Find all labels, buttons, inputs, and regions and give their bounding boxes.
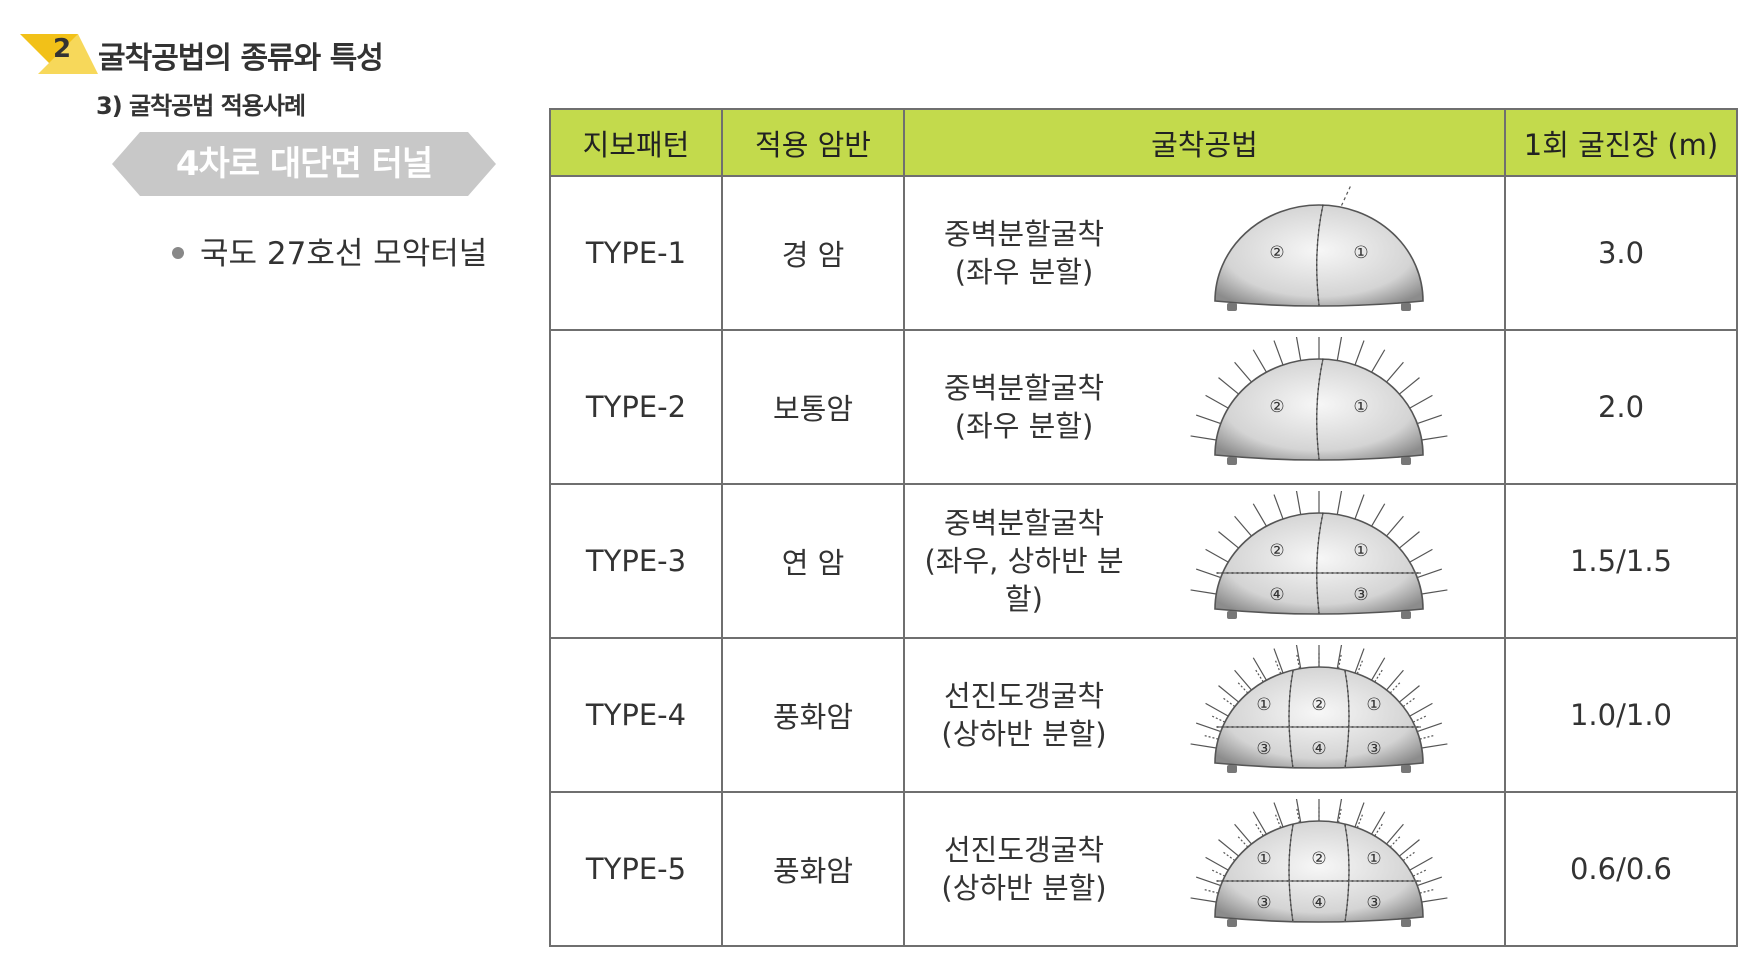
- method-text: 선진도갱굴착 (상하반 분할): [913, 639, 1135, 791]
- table-row: TYPE-2 보통암 중벽분할굴착 (좌우 분할) ② ① 2.0: [549, 329, 1738, 485]
- method-name: 중벽분할굴착: [943, 371, 1105, 405]
- advance-length-cell: 3.0: [1504, 175, 1738, 331]
- svg-text:③: ③: [1366, 739, 1381, 759]
- svg-text:②: ②: [1269, 243, 1284, 263]
- method-division: (좌우 분할): [954, 255, 1094, 289]
- svg-text:①: ①: [1353, 243, 1368, 263]
- rock-type-cell: 보통암: [721, 329, 905, 485]
- svg-text:①: ①: [1366, 849, 1381, 869]
- method-name: 중벽분할굴착: [943, 506, 1105, 540]
- excavation-method-cell: 중벽분할굴착 (좌우, 상하반 분할) ② ① ④ ③: [903, 483, 1506, 639]
- svg-text:①: ①: [1256, 849, 1271, 869]
- banner-arrow-shape: [112, 132, 496, 196]
- rock-type-cell: 경 암: [721, 175, 905, 331]
- tunnel-banner: 4차로 대단면 터널: [112, 132, 496, 196]
- support-pattern-cell: TYPE-3: [549, 483, 723, 639]
- method-text: 중벽분할굴착 (좌우 분할): [913, 331, 1135, 483]
- bullet-text: 국도 27호선 모악터널: [200, 236, 488, 272]
- advance-length-cell: 1.0/1.0: [1504, 637, 1738, 793]
- support-pattern-cell: TYPE-5: [549, 791, 723, 947]
- tunnel-section-diagram: ② ① ④ ③: [1190, 491, 1448, 619]
- excavation-method-table-wrapper: 지보패턴 적용 암반 굴착공법 1회 굴진장 (m) TYPE-1 경 암 중벽분할…: [549, 108, 1738, 947]
- banner-label: 4차로 대단면 터널: [175, 144, 433, 184]
- method-text: 중벽분할굴착 (좌우, 상하반 분할): [913, 485, 1135, 637]
- svg-text:③: ③: [1353, 585, 1368, 605]
- advance-length-cell: 1.5/1.5: [1504, 483, 1738, 639]
- method-name: 선진도갱굴착: [943, 833, 1105, 867]
- table-row: TYPE-5 풍화암 선진도갱굴착 (상하반 분할) ① ② ① ③ ④ ③ 0.6/0.6: [549, 791, 1738, 947]
- method-name: 중벽분할굴착: [943, 217, 1105, 251]
- tunnel-section-diagram: ① ② ① ③ ④ ③: [1190, 645, 1448, 773]
- svg-text:①: ①: [1366, 695, 1381, 715]
- svg-text:③: ③: [1366, 893, 1381, 913]
- bullet-dot-icon: [172, 246, 184, 259]
- svg-text:①: ①: [1353, 541, 1368, 561]
- support-pattern-cell: TYPE-1: [549, 175, 723, 331]
- svg-text:③: ③: [1256, 739, 1271, 759]
- method-division: (상하반 분할): [941, 871, 1107, 905]
- header-rock-type: 적용 암반: [721, 108, 905, 177]
- svg-text:①: ①: [1353, 397, 1368, 417]
- header-excavation-method: 굴착공법: [903, 108, 1506, 177]
- excavation-method-cell: 선진도갱굴착 (상하반 분할) ① ② ① ③ ④ ③: [903, 791, 1506, 947]
- header-advance-length: 1회 굴진장 (m): [1504, 108, 1738, 177]
- svg-text:④: ④: [1311, 893, 1326, 913]
- excavation-method-cell: 중벽분할굴착 (좌우 분할) ② ①: [903, 175, 1506, 331]
- support-pattern-cell: TYPE-4: [549, 637, 723, 793]
- section-number-marker-icon: [20, 34, 98, 74]
- section-number: 2: [52, 34, 72, 64]
- svg-text:②: ②: [1311, 849, 1326, 869]
- method-text: 중벽분할굴착 (좌우 분할): [913, 177, 1135, 329]
- advance-length-cell: 0.6/0.6: [1504, 791, 1738, 947]
- table-row: TYPE-1 경 암 중벽분할굴착 (좌우 분할) ② ① 3.0: [549, 175, 1738, 331]
- svg-text:④: ④: [1269, 585, 1284, 605]
- excavation-method-cell: 선진도갱굴착 (상하반 분할) ① ② ① ③ ④ ③: [903, 637, 1506, 793]
- svg-text:②: ②: [1269, 397, 1284, 417]
- svg-text:②: ②: [1269, 541, 1284, 561]
- svg-text:③: ③: [1256, 893, 1271, 913]
- support-pattern-cell: TYPE-2: [549, 329, 723, 485]
- table-row: TYPE-4 풍화암 선진도갱굴착 (상하반 분할) ① ② ① ③ ④ ③ 1.0/1.0: [549, 637, 1738, 793]
- bullet-item: 국도 27호선 모악터널: [172, 228, 487, 273]
- section-title: 굴착공법의 종류와 특성: [98, 41, 384, 76]
- table-row: TYPE-3 연 암 중벽분할굴착 (좌우, 상하반 분할) ② ① ④ ③ 1.5/1.5: [549, 483, 1738, 639]
- method-division: (좌우 분할): [954, 409, 1094, 443]
- method-name: 선진도갱굴착: [943, 679, 1105, 713]
- subsection-title: 3) 굴착공법 적용사례: [96, 92, 306, 120]
- svg-text:①: ①: [1256, 695, 1271, 715]
- method-text: 선진도갱굴착 (상하반 분할): [913, 793, 1135, 945]
- section-heading: 2 굴착공법의 종류와 특성: [20, 24, 520, 76]
- method-division: (좌우, 상하반 분할): [924, 544, 1124, 616]
- svg-text:④: ④: [1311, 739, 1326, 759]
- rock-type-cell: 풍화암: [721, 791, 905, 947]
- excavation-method-table: 지보패턴 적용 암반 굴착공법 1회 굴진장 (m) TYPE-1 경 암 중벽분할…: [549, 108, 1738, 947]
- svg-text:②: ②: [1311, 695, 1326, 715]
- advance-length-cell: 2.0: [1504, 329, 1738, 485]
- rock-type-cell: 풍화암: [721, 637, 905, 793]
- header-support-pattern: 지보패턴: [549, 108, 723, 177]
- table-header-row: 지보패턴 적용 암반 굴착공법 1회 굴진장 (m): [549, 108, 1738, 177]
- tunnel-section-diagram: ① ② ① ③ ④ ③: [1190, 799, 1448, 927]
- rock-type-cell: 연 암: [721, 483, 905, 639]
- excavation-method-cell: 중벽분할굴착 (좌우 분할) ② ①: [903, 329, 1506, 485]
- method-division: (상하반 분할): [941, 717, 1107, 751]
